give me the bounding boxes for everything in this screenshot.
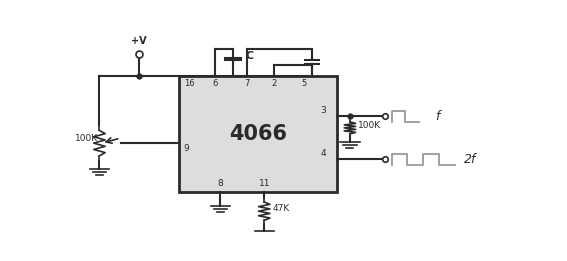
Text: f: f: [435, 110, 440, 123]
Text: +V: +V: [131, 36, 147, 46]
Text: 8: 8: [217, 179, 223, 188]
Text: C: C: [246, 51, 254, 61]
Text: 2f: 2f: [464, 153, 476, 167]
Bar: [179, 75, 337, 192]
Text: 100K: 100K: [358, 121, 381, 130]
Text: 4: 4: [321, 150, 327, 158]
Text: 5: 5: [301, 79, 306, 88]
Text: 6: 6: [212, 79, 217, 88]
Text: 9: 9: [184, 144, 189, 153]
Text: 47K: 47K: [273, 204, 290, 213]
Text: 4066: 4066: [229, 124, 287, 144]
Text: 16: 16: [184, 79, 195, 88]
Text: 3: 3: [321, 106, 327, 115]
Text: 2: 2: [272, 79, 277, 88]
Text: 100K: 100K: [75, 134, 99, 143]
Text: 11: 11: [259, 179, 270, 188]
Text: 7: 7: [244, 79, 249, 88]
